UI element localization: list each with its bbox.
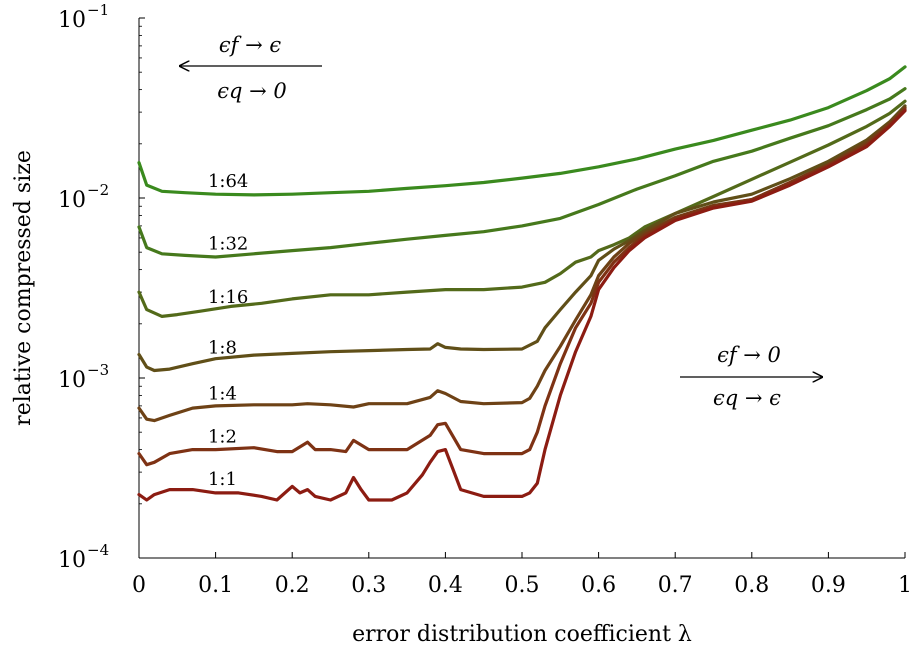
x-axis-title: error distribution coefficient λ (352, 622, 692, 647)
x-tick-label: 0.1 (198, 573, 233, 598)
series-label-1-1: 1:1 (208, 469, 237, 490)
x-tick-label: 0.8 (734, 573, 769, 598)
series-line-1-16 (137, 99, 907, 318)
series-line-1-2 (137, 107, 907, 467)
annotation-right-top: ϵf → 0 (717, 343, 781, 367)
series-line-1-8 (137, 104, 907, 373)
y-tick-exponent: −4 (87, 541, 109, 559)
x-tick-label: 0.9 (811, 573, 846, 598)
series-label-1-16: 1:16 (208, 287, 248, 308)
series-label-1-8: 1:8 (208, 337, 237, 358)
series-line-1-64 (137, 65, 907, 197)
x-tick-label: 0.5 (505, 573, 540, 598)
series-label-1-4: 1:4 (208, 384, 237, 405)
x-tick-label: 0 (132, 573, 146, 598)
annotation-left: ϵf → ϵ ϵq → 0 (180, 33, 322, 103)
x-tick-label: 0.4 (428, 573, 463, 598)
series-line-1-1 (137, 109, 907, 502)
y-tick-label: 10 (58, 368, 86, 393)
x-tick-label: 0.3 (351, 573, 386, 598)
y-tick-label: 10 (58, 188, 86, 213)
annotation-right: ϵf → 0 ϵq → ϵ (680, 343, 822, 410)
y-axis-ticks: 10−410−310−210−1 (58, 1, 145, 573)
y-tick-exponent: −3 (87, 361, 109, 379)
x-tick-label: 0.6 (581, 573, 616, 598)
x-tick-label: 0.2 (275, 573, 310, 598)
series-label-1-32: 1:32 (208, 234, 248, 255)
y-tick-exponent: −1 (87, 1, 109, 19)
x-tick-label: 0.7 (658, 573, 693, 598)
annotation-left-top: ϵf → ϵ (219, 33, 281, 57)
series-line-1-4 (137, 105, 907, 423)
y-tick-label: 10 (58, 8, 86, 33)
series-label-1-64: 1:64 (208, 171, 248, 192)
x-tick-label: 1 (898, 573, 912, 598)
y-axis-title: relative compressed size (11, 150, 36, 426)
x-axis-ticks: 0 0.1 0.2 0.3 0.4 0.5 0.6 0.7 0.8 0.9 1 (132, 552, 912, 598)
series-label-1-2: 1:2 (208, 427, 237, 448)
series-lines (137, 65, 907, 502)
y-tick-exponent: −2 (87, 181, 109, 199)
annotation-right-bottom: ϵq → ϵ (713, 386, 781, 410)
series-labels: 1:64 1:32 1:16 1:8 1:4 1:2 1:1 (208, 171, 248, 490)
y-tick-label: 10 (58, 548, 86, 573)
series-line-1-32 (137, 87, 907, 259)
annotation-left-bottom: ϵq → 0 (217, 79, 287, 103)
